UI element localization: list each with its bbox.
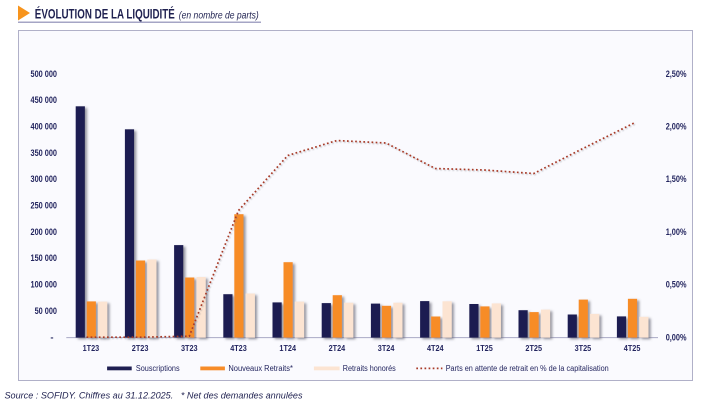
svg-text:4T24: 4T24	[427, 343, 444, 353]
svg-text:2T25: 2T25	[525, 343, 542, 353]
svg-text:150 000: 150 000	[31, 253, 58, 264]
svg-text:300 000: 300 000	[31, 174, 58, 185]
svg-text:100 000: 100 000	[31, 280, 58, 291]
svg-text:350 000: 350 000	[31, 148, 58, 159]
svg-text:250 000: 250 000	[31, 201, 58, 212]
svg-text:Souscriptions: Souscriptions	[136, 364, 180, 373]
svg-text:3T24: 3T24	[378, 343, 395, 353]
svg-text:2,50%: 2,50%	[666, 69, 687, 80]
svg-text:3T25: 3T25	[575, 343, 592, 353]
svg-text:2T23: 2T23	[132, 343, 149, 353]
svg-text:4T23: 4T23	[230, 343, 247, 353]
svg-text:Retraits honorés: Retraits honorés	[343, 364, 396, 373]
svg-text:1T24: 1T24	[279, 343, 296, 353]
svg-text:4T25: 4T25	[624, 343, 641, 353]
svg-text:-: -	[50, 332, 53, 343]
svg-text:1T25: 1T25	[476, 343, 493, 353]
svg-text:450 000: 450 000	[31, 95, 58, 106]
svg-text:ÉVOLUTION DE LA LIQUIDITÉ: ÉVOLUTION DE LA LIQUIDITÉ	[35, 5, 175, 21]
svg-text:Parts en attente de retrait en: Parts en attente de retrait en % de la c…	[446, 364, 609, 373]
svg-text:50 000: 50 000	[35, 306, 57, 317]
svg-text:1,00%: 1,00%	[666, 227, 687, 238]
svg-text:0,00%: 0,00%	[666, 332, 687, 343]
svg-text:400 000: 400 000	[31, 122, 58, 133]
svg-text:0,50%: 0,50%	[666, 280, 687, 291]
svg-text:(en nombre de parts): (en nombre de parts)	[179, 10, 259, 21]
svg-text:1T23: 1T23	[83, 343, 100, 353]
svg-text:200 000: 200 000	[31, 227, 58, 238]
svg-text:Source : SOFIDY. Chiffres au 3: Source : SOFIDY. Chiffres au 31.12.2025.…	[5, 390, 303, 401]
svg-text:500 000: 500 000	[31, 69, 58, 80]
svg-text:2T24: 2T24	[329, 343, 346, 353]
svg-text:Nouveaux Retraits*: Nouveaux Retraits*	[228, 364, 293, 373]
svg-text:2,00%: 2,00%	[666, 122, 687, 133]
svg-text:1,50%: 1,50%	[666, 174, 687, 185]
svg-text:3T23: 3T23	[181, 343, 198, 353]
